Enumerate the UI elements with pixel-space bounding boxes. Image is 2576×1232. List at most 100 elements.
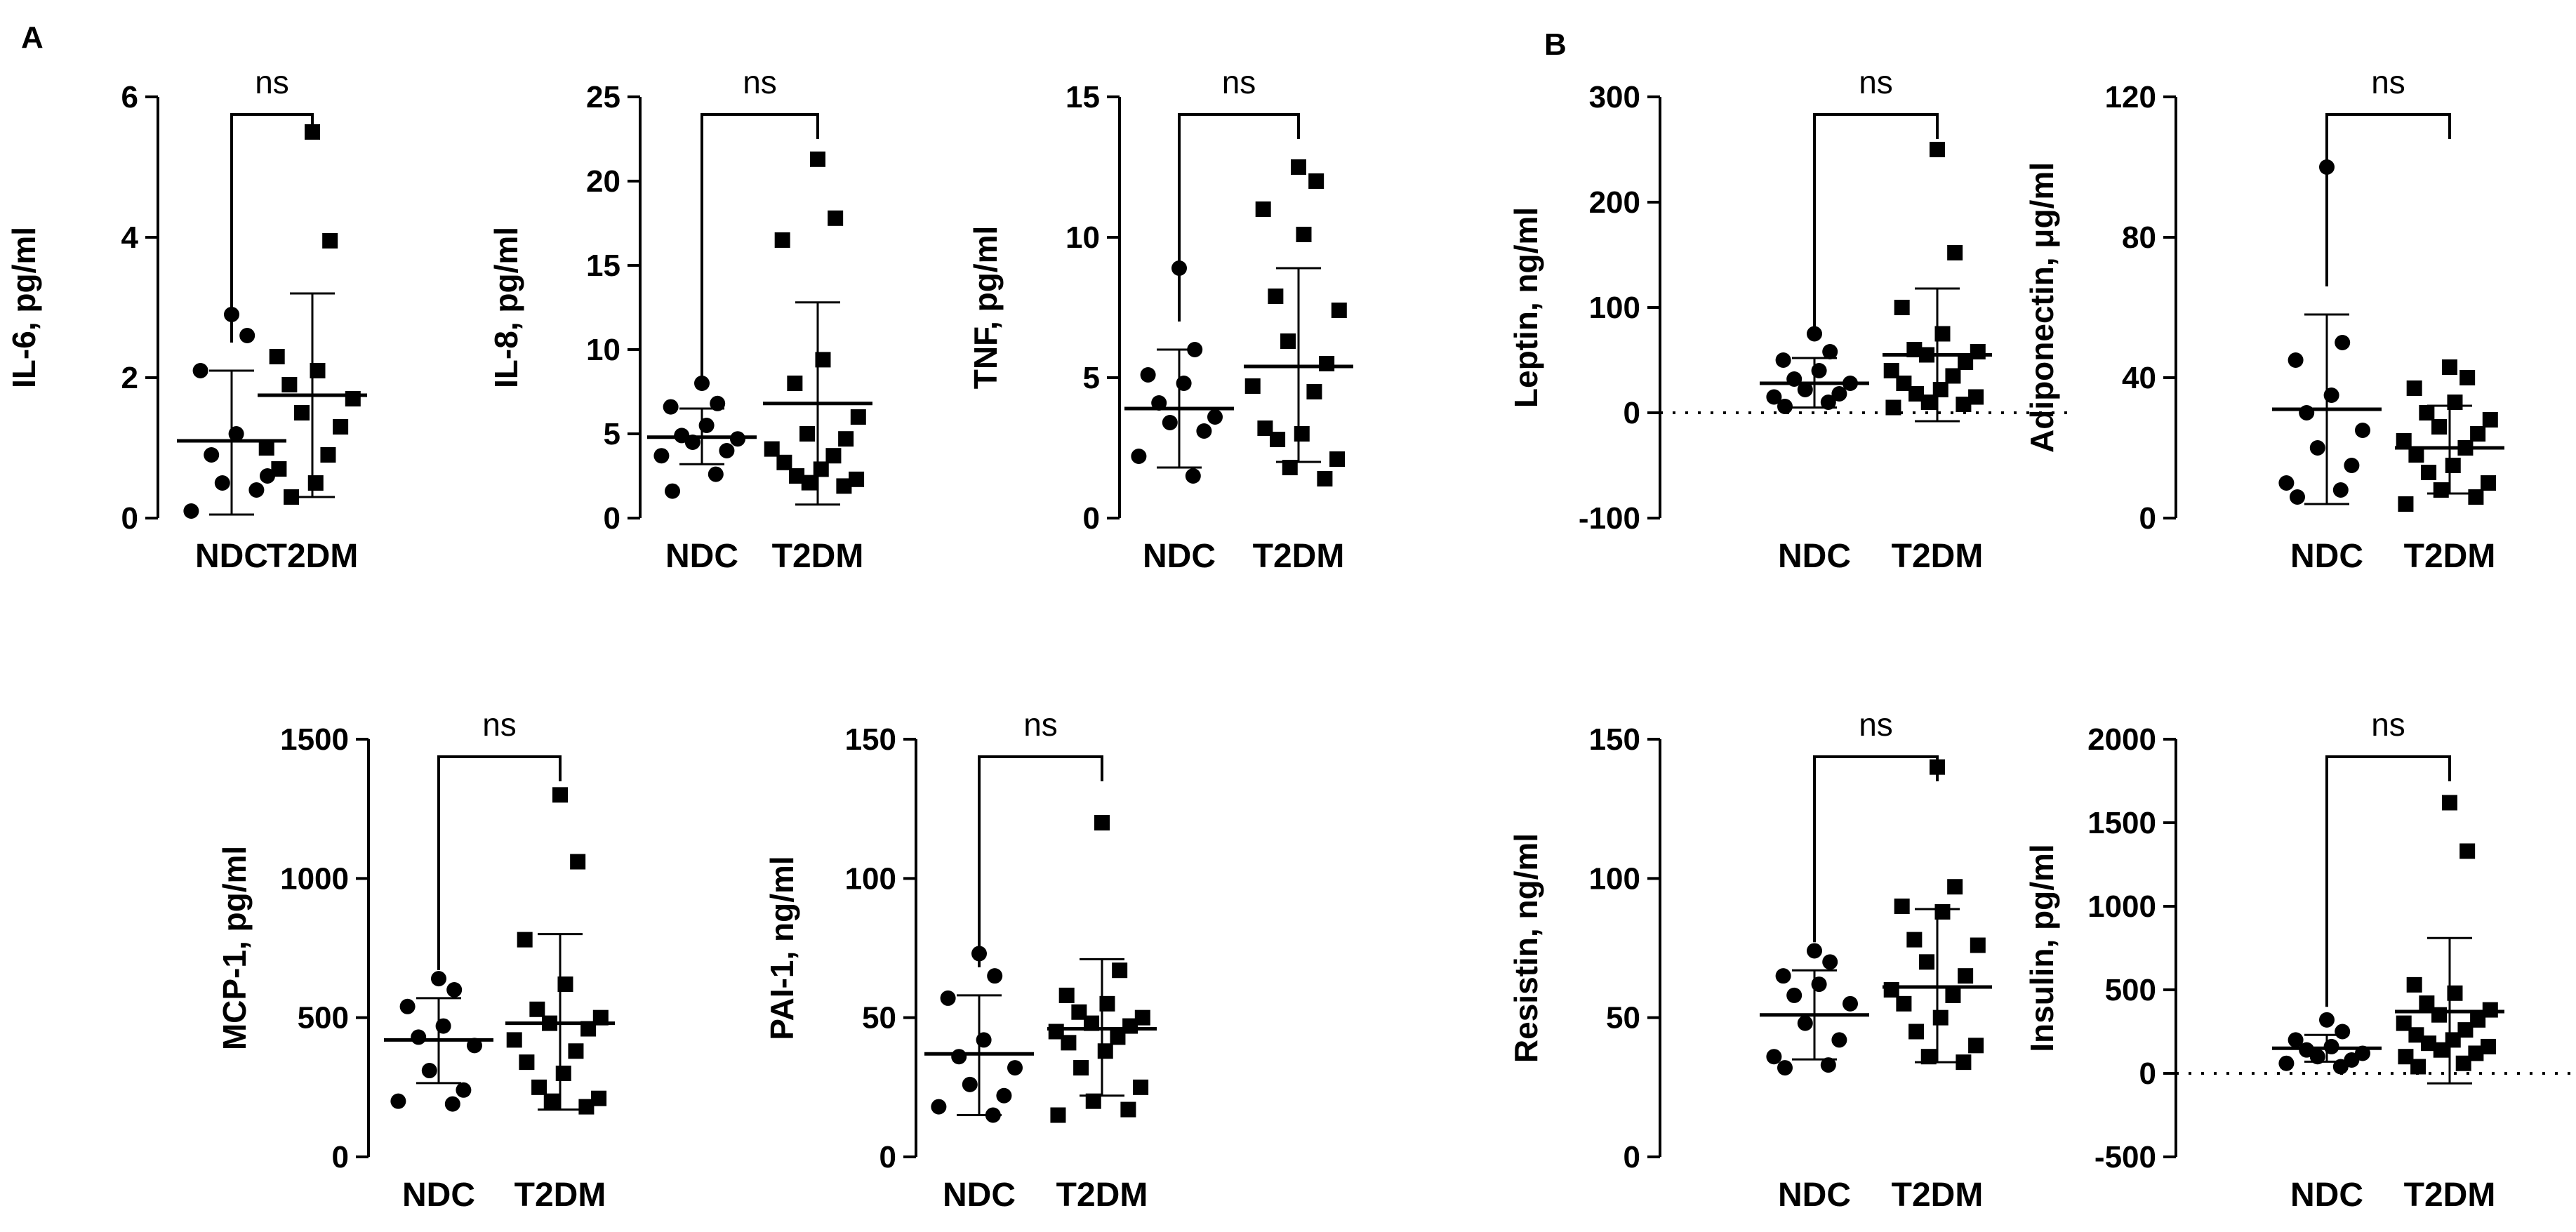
x-category-label: T2DM: [2404, 538, 2496, 575]
data-point-ndc: [694, 376, 710, 391]
data-point-t2dm: [1058, 987, 1075, 1003]
chart-3: -100 0 100 200 300 Leptin, ng/ml NDC T2DM ns: [1508, 64, 2071, 575]
data-point-ndc: [1831, 1032, 1847, 1048]
data-point-t2dm: [2468, 1045, 2484, 1061]
data-point-t2dm: [1945, 368, 1961, 384]
y-tick-label: 4: [121, 220, 139, 255]
data-point-ndc: [228, 426, 244, 442]
data-point-t2dm: [815, 352, 831, 368]
data-point-t2dm: [774, 232, 790, 248]
data-point-t2dm: [1061, 1035, 1077, 1051]
data-point-t2dm: [1244, 378, 1261, 394]
data-point-t2dm: [591, 1090, 607, 1106]
data-point-ndc: [1162, 415, 1178, 430]
data-point-ndc: [183, 503, 199, 519]
data-point-t2dm: [542, 1015, 558, 1031]
x-category-label: T2DM: [2404, 1177, 2496, 1214]
data-point-t2dm: [1968, 1038, 1984, 1054]
data-point-t2dm: [1932, 1009, 1948, 1026]
data-point-ndc: [2278, 1055, 2295, 1071]
data-point-ndc: [665, 483, 680, 499]
significance-label: ns: [255, 64, 289, 100]
data-point-ndc: [1843, 376, 1858, 391]
data-point-ndc: [192, 363, 208, 378]
data-point-ndc: [1140, 367, 1156, 383]
data-point-t2dm: [1958, 968, 1974, 984]
data-point-t2dm: [1110, 1029, 1126, 1045]
data-point-t2dm: [1930, 142, 1945, 157]
data-point-t2dm: [1908, 386, 1925, 402]
data-point-t2dm: [333, 419, 349, 435]
data-point-t2dm: [1896, 995, 1912, 1012]
y-tick-label: 5: [604, 417, 620, 451]
panel-label-a: A: [21, 20, 44, 55]
data-point-ndc: [2344, 458, 2360, 473]
x-category-label: NDC: [943, 1177, 1016, 1214]
x-category-label: NDC: [195, 538, 268, 575]
data-point-t2dm: [1883, 363, 1899, 378]
data-point-t2dm: [1050, 1107, 1066, 1123]
data-point-ndc: [1811, 363, 1827, 378]
data-point-t2dm: [2433, 1042, 2449, 1058]
data-point-t2dm: [764, 441, 780, 457]
data-point-t2dm: [1257, 420, 1273, 436]
x-category-label: NDC: [1778, 1177, 1851, 1214]
data-point-ndc: [1775, 968, 1791, 984]
data-point-t2dm: [789, 468, 805, 484]
data-point-t2dm: [813, 461, 829, 477]
data-point-t2dm: [2421, 465, 2437, 480]
y-axis-title: Leptin, ng/ml: [1508, 207, 1544, 408]
x-category-label: NDC: [402, 1177, 475, 1214]
y-tick-label: 0: [1624, 1140, 1640, 1174]
y-tick-label: 0: [121, 501, 138, 536]
data-point-ndc: [1807, 943, 1822, 959]
data-point-t2dm: [836, 478, 852, 494]
data-point-ndc: [653, 448, 670, 464]
data-point-ndc: [1007, 1060, 1023, 1076]
data-point-t2dm: [2445, 458, 2461, 473]
data-point-ndc: [411, 1029, 427, 1045]
y-tick-label: 5: [1083, 361, 1100, 395]
y-tick-label: 80: [2122, 220, 2156, 255]
data-point-t2dm: [2482, 412, 2498, 428]
data-point-t2dm: [2470, 1012, 2486, 1028]
data-point-t2dm: [2421, 1035, 2437, 1052]
data-point-ndc: [2288, 352, 2304, 368]
data-point-t2dm: [1308, 173, 1324, 189]
data-point-ndc: [730, 431, 745, 447]
data-point-t2dm: [2481, 1038, 2497, 1054]
data-point-t2dm: [570, 854, 586, 870]
data-point-ndc: [684, 435, 701, 450]
data-point-t2dm: [1296, 227, 1312, 242]
data-point-ndc: [2299, 405, 2315, 420]
data-point-t2dm: [2459, 843, 2476, 859]
data-point-ndc: [214, 475, 230, 491]
data-point-ndc: [2288, 1032, 2304, 1048]
data-point-t2dm: [1894, 899, 1910, 914]
data-point-t2dm: [281, 377, 298, 392]
data-point-t2dm: [1331, 303, 1347, 318]
data-point-ndc: [985, 1107, 1001, 1123]
data-point-t2dm: [305, 124, 320, 140]
significance-label: ns: [743, 64, 777, 100]
data-point-ndc: [399, 998, 416, 1014]
data-point-t2dm: [269, 349, 285, 364]
data-point-ndc: [1766, 1049, 1782, 1065]
chart-6: 0 50 100 150 PAI-1, ng/ml NDC T2DM ns: [764, 706, 1157, 1214]
data-point-t2dm: [801, 475, 817, 491]
data-point-t2dm: [2459, 370, 2476, 385]
data-point-t2dm: [1094, 815, 1110, 830]
chart-8: -500 0 500 1000 1500 2000 Insulin, pg/ml NDC T2D…: [2024, 706, 2576, 1214]
data-point-t2dm: [1268, 289, 1284, 304]
data-point-t2dm: [1947, 879, 1963, 895]
data-point-t2dm: [2481, 475, 2497, 491]
data-point-t2dm: [1970, 937, 1986, 953]
data-point-ndc: [446, 982, 463, 998]
data-point-t2dm: [1906, 342, 1923, 357]
data-point-t2dm: [2431, 419, 2448, 435]
y-tick-label: 10: [1065, 220, 1100, 255]
data-point-ndc: [1185, 468, 1201, 484]
data-point-t2dm: [825, 448, 842, 464]
data-point-t2dm: [2406, 976, 2422, 993]
y-tick-label: 6: [121, 80, 138, 114]
